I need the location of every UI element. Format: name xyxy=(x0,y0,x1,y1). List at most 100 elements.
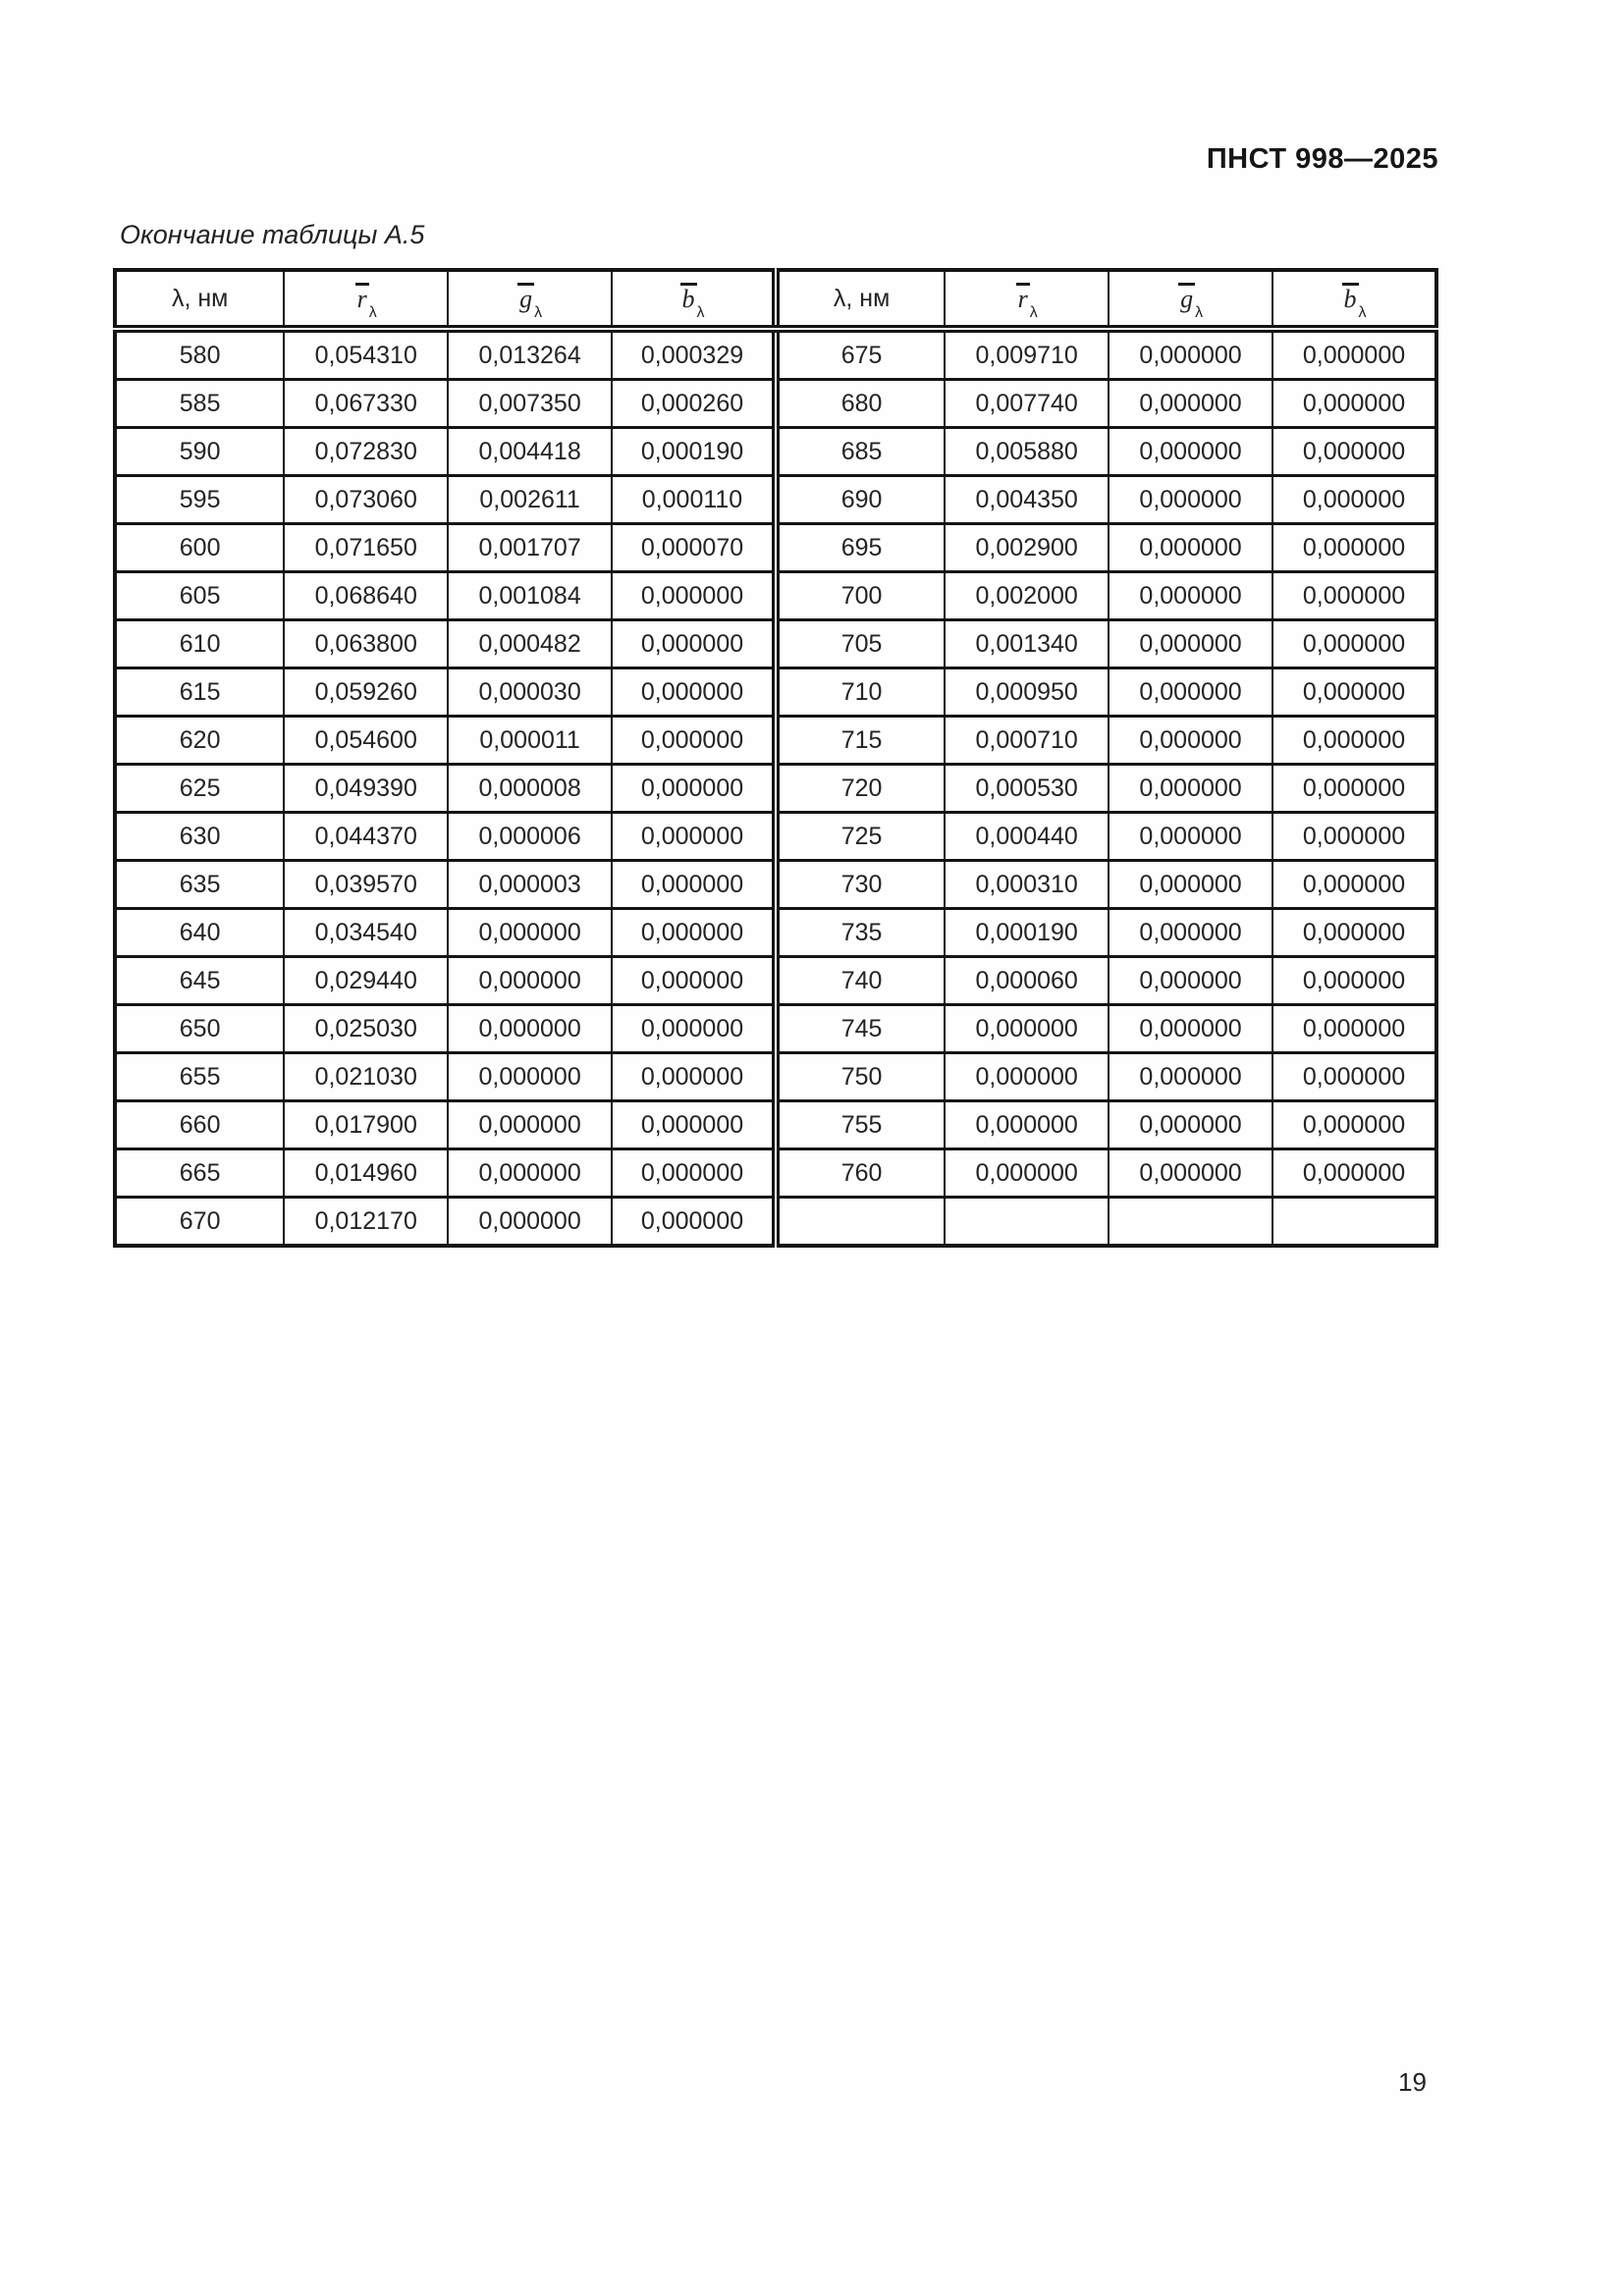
cell-b-right: 0,000000 xyxy=(1272,618,1437,669)
cell-r-left: 0,049390 xyxy=(283,763,450,814)
cell-lambda-right: 745 xyxy=(771,1003,947,1054)
cell-lambda-left: 590 xyxy=(113,426,286,477)
table-row: 580 0,054310 0,013264 0,000329 675 0,009… xyxy=(113,327,1437,381)
cell-g-left: 0,000011 xyxy=(447,715,614,766)
cell-b-left: 0,000000 xyxy=(611,667,777,718)
cell-b-left: 0,000000 xyxy=(611,907,777,958)
table-row: 640 0,034540 0,000000 0,000000 735 0,000… xyxy=(113,907,1437,958)
cell-g-right: 0,000000 xyxy=(1108,763,1274,814)
cell-r-right: 0,002900 xyxy=(944,522,1110,573)
cell-b-right: 0,000000 xyxy=(1272,522,1437,573)
cell-lambda-left: 665 xyxy=(113,1148,286,1199)
cell-lambda-left: 610 xyxy=(113,618,286,669)
cell-b-right: 0,000000 xyxy=(1272,811,1437,862)
cell-g-left: 0,000000 xyxy=(447,1003,614,1054)
cell-lambda-right: 700 xyxy=(771,570,947,621)
cell-g-right: 0,000000 xyxy=(1108,618,1274,669)
cell-b-left: 0,000000 xyxy=(611,1196,777,1248)
cell-lambda-right: 685 xyxy=(771,426,947,477)
cell-b-left: 0,000000 xyxy=(611,811,777,862)
cell-g-left: 0,000030 xyxy=(447,667,614,718)
cell-lambda-right: 735 xyxy=(771,907,947,958)
cell-b-left: 0,000070 xyxy=(611,522,777,573)
cell-r-left: 0,073060 xyxy=(283,474,450,525)
cell-b-right: 0,000000 xyxy=(1272,1051,1437,1102)
cell-r-right: 0,000950 xyxy=(944,667,1110,718)
cell-lambda-left: 670 xyxy=(113,1196,286,1248)
cell-r-left: 0,059260 xyxy=(283,667,450,718)
cell-g-right xyxy=(1108,1196,1274,1248)
cell-b-right: 0,000000 xyxy=(1272,378,1437,429)
cell-lambda-left: 625 xyxy=(113,763,286,814)
cell-b-right: 0,000000 xyxy=(1272,763,1437,814)
cell-g-right: 0,000000 xyxy=(1108,426,1274,477)
cell-r-right: 0,000530 xyxy=(944,763,1110,814)
table-row: 615 0,059260 0,000030 0,000000 710 0,000… xyxy=(113,667,1437,718)
cell-lambda-right: 710 xyxy=(771,667,947,718)
table-row: 650 0,025030 0,000000 0,000000 745 0,000… xyxy=(113,1003,1437,1054)
cell-g-right: 0,000000 xyxy=(1108,667,1274,718)
cell-r-left: 0,017900 xyxy=(283,1099,450,1150)
table-row: 610 0,063800 0,000482 0,000000 705 0,001… xyxy=(113,618,1437,669)
cell-g-right: 0,000000 xyxy=(1108,327,1274,381)
cell-b-right: 0,000000 xyxy=(1272,859,1437,910)
cell-g-left: 0,000008 xyxy=(447,763,614,814)
cell-g-right: 0,000000 xyxy=(1108,474,1274,525)
table-row: 655 0,021030 0,000000 0,000000 750 0,000… xyxy=(113,1051,1437,1102)
cell-r-right: 0,000000 xyxy=(944,1003,1110,1054)
cell-lambda-left: 615 xyxy=(113,667,286,718)
cell-lambda-left: 635 xyxy=(113,859,286,910)
cell-r-right: 0,000310 xyxy=(944,859,1110,910)
cell-r-left: 0,012170 xyxy=(283,1196,450,1248)
cell-r-left: 0,029440 xyxy=(283,955,450,1006)
cell-r-left: 0,063800 xyxy=(283,618,450,669)
cell-lambda-left: 585 xyxy=(113,378,286,429)
cell-b-left: 0,000000 xyxy=(611,1051,777,1102)
cell-g-left: 0,000000 xyxy=(447,1148,614,1199)
cell-lambda-left: 600 xyxy=(113,522,286,573)
cell-b-left: 0,000000 xyxy=(611,1099,777,1150)
cell-r-right: 0,000190 xyxy=(944,907,1110,958)
cell-b-left: 0,000000 xyxy=(611,1148,777,1199)
table-row: 585 0,067330 0,007350 0,000260 680 0,007… xyxy=(113,378,1437,429)
cell-b-left: 0,000000 xyxy=(611,763,777,814)
cell-b-left: 0,000000 xyxy=(611,715,777,766)
cell-r-left: 0,054310 xyxy=(283,327,450,381)
cell-r-left: 0,068640 xyxy=(283,570,450,621)
cell-g-left: 0,000003 xyxy=(447,859,614,910)
cell-b-right: 0,000000 xyxy=(1272,327,1437,381)
cell-lambda-left: 630 xyxy=(113,811,286,862)
cell-r-right: 0,000440 xyxy=(944,811,1110,862)
cell-b-right: 0,000000 xyxy=(1272,570,1437,621)
cell-b-right: 0,000000 xyxy=(1272,907,1437,958)
cell-g-left: 0,000000 xyxy=(447,1196,614,1248)
table-caption: Окончание таблицы А.5 xyxy=(120,220,425,249)
cell-b-left: 0,000000 xyxy=(611,570,777,621)
cell-lambda-right xyxy=(771,1196,947,1248)
table-row: 670 0,012170 0,000000 0,000000 xyxy=(113,1196,1437,1248)
cell-b-right: 0,000000 xyxy=(1272,955,1437,1006)
header-lambda-left: λ, нм xyxy=(113,268,286,333)
cell-r-left: 0,021030 xyxy=(283,1051,450,1102)
cell-r-left: 0,025030 xyxy=(283,1003,450,1054)
cell-r-left: 0,039570 xyxy=(283,859,450,910)
cell-r-right: 0,000710 xyxy=(944,715,1110,766)
cell-b-left: 0,000000 xyxy=(611,955,777,1006)
cell-r-right: 0,000000 xyxy=(944,1148,1110,1199)
cell-g-right: 0,000000 xyxy=(1108,811,1274,862)
cell-b-right xyxy=(1272,1196,1437,1248)
table-row: 595 0,073060 0,002611 0,000110 690 0,004… xyxy=(113,474,1437,525)
cell-g-left: 0,004418 xyxy=(447,426,614,477)
cell-r-left: 0,014960 xyxy=(283,1148,450,1199)
cell-r-right xyxy=(944,1196,1110,1248)
cell-g-left: 0,000006 xyxy=(447,811,614,862)
cell-r-right: 0,004350 xyxy=(944,474,1110,525)
